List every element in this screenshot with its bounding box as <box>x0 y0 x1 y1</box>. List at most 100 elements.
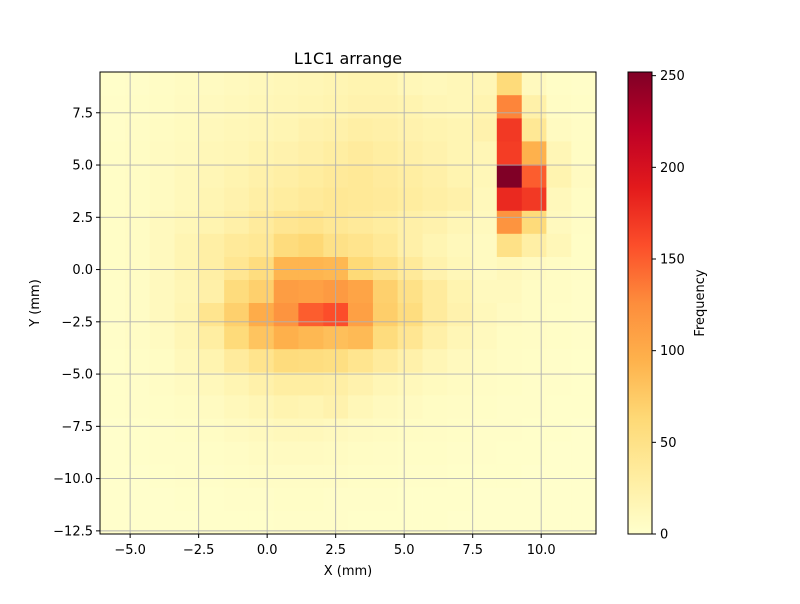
heatmap-cell <box>397 72 423 96</box>
heatmap-cell <box>496 349 523 373</box>
heatmap-cell <box>273 141 299 165</box>
heatmap-cell <box>397 395 423 419</box>
heatmap-cell <box>348 326 374 350</box>
heatmap-cell <box>149 418 175 442</box>
heatmap-cell <box>100 233 126 258</box>
heatmap-cell <box>397 464 423 489</box>
heatmap-cell <box>124 441 150 466</box>
heatmap-cell <box>372 464 398 489</box>
heatmap-cell <box>521 257 547 281</box>
heatmap-cell <box>447 257 473 281</box>
heatmap-cell <box>174 95 200 119</box>
heatmap-cell <box>100 95 126 119</box>
heatmap-cell <box>199 303 225 327</box>
heatmap-cell <box>521 395 547 419</box>
heatmap-cell <box>521 141 547 165</box>
heatmap-cell <box>149 164 175 189</box>
heatmap-cell <box>422 118 448 142</box>
heatmap-cell <box>397 118 423 142</box>
heatmap-cell <box>397 164 423 189</box>
heatmap-cell <box>298 72 324 96</box>
heatmap-cell <box>546 233 572 258</box>
heatmap-cell <box>248 372 275 396</box>
heatmap-cell <box>273 487 299 512</box>
heatmap-cell <box>224 72 250 96</box>
heatmap-cell <box>224 326 250 350</box>
heatmap-cell <box>447 441 473 466</box>
heatmap-cell <box>571 372 597 396</box>
heatmap-cell <box>100 72 126 96</box>
heatmap-cell <box>298 164 324 189</box>
heatmap-cell <box>472 280 498 304</box>
heatmap-cell <box>521 487 547 512</box>
x-tick-label: 5.0 <box>394 543 415 558</box>
heatmap-cell <box>422 349 448 373</box>
heatmap-cell <box>447 141 473 165</box>
heatmap-cell <box>472 72 498 96</box>
heatmap-cell <box>298 303 324 327</box>
heatmap-cell <box>248 233 275 258</box>
heatmap-cell <box>348 418 374 442</box>
heatmap-cell <box>199 164 225 189</box>
heatmap-cell <box>273 118 299 142</box>
heatmap-cell <box>546 441 572 466</box>
y-tick-label: 5.0 <box>72 159 93 174</box>
heatmap-cell <box>422 511 448 535</box>
heatmap-cell <box>248 95 275 119</box>
heatmap-cell <box>546 280 572 304</box>
heatmap-cell <box>472 210 498 235</box>
heatmap-cell <box>472 487 498 512</box>
heatmap-cell <box>124 118 150 142</box>
heatmap-cell <box>496 511 523 535</box>
y-axis-ticks: −12.5 −10.0 −7.5 −5.0 −2.5 0.0 2.5 5.0 7.5 <box>53 106 100 539</box>
heatmap-cell <box>100 487 126 512</box>
heatmap-cell <box>521 464 547 489</box>
y-tick-label: 2.5 <box>72 211 93 226</box>
heatmap-cell <box>100 280 126 304</box>
heatmap-cell <box>546 141 572 165</box>
y-tick-label: 7.5 <box>72 106 93 121</box>
heatmap-cell <box>248 395 275 419</box>
heatmap-cell <box>298 395 324 419</box>
heatmap-cell <box>372 118 398 142</box>
heatmap-cell <box>100 372 126 396</box>
heatmap-cell <box>199 118 225 142</box>
heatmap-cell <box>447 418 473 442</box>
heatmap-cell <box>199 280 225 304</box>
heatmap-cell <box>372 233 398 258</box>
heatmap-cell <box>298 487 324 512</box>
heatmap-cell <box>348 187 374 212</box>
heatmap-cell <box>248 164 275 189</box>
heatmap-cell <box>298 280 324 304</box>
heatmap-cell <box>100 303 126 327</box>
heatmap-cell <box>571 441 597 466</box>
heatmap-cell <box>199 511 225 535</box>
heatmap-cell <box>447 487 473 512</box>
colorbar-tick-label: 100 <box>660 344 685 359</box>
heatmap-cell <box>521 418 547 442</box>
heatmap-cell <box>496 187 523 212</box>
heatmap-cell <box>174 487 200 512</box>
heatmap-cell <box>174 511 200 535</box>
heatmap-cell <box>298 95 324 119</box>
heatmap-cell <box>149 511 175 535</box>
heatmap-cell <box>100 464 126 489</box>
y-tick-label: −7.5 <box>61 420 93 435</box>
heatmap-cell <box>546 118 572 142</box>
heatmap-cell <box>496 372 523 396</box>
heatmap-cell <box>273 464 299 489</box>
heatmap-cell <box>124 464 150 489</box>
heatmap-cell <box>521 372 547 396</box>
heatmap-cell <box>149 187 175 212</box>
y-tick-label: 0.0 <box>72 263 93 278</box>
heatmap-cell <box>199 72 225 96</box>
heatmap-cell <box>571 164 597 189</box>
x-tick-label: 7.5 <box>462 543 483 558</box>
heatmap-cell <box>571 464 597 489</box>
heatmap-cell <box>199 487 225 512</box>
y-tick-label: −5.0 <box>61 368 93 383</box>
heatmap-cell <box>273 418 299 442</box>
heatmap-cell <box>546 418 572 442</box>
heatmap-cell <box>149 233 175 258</box>
